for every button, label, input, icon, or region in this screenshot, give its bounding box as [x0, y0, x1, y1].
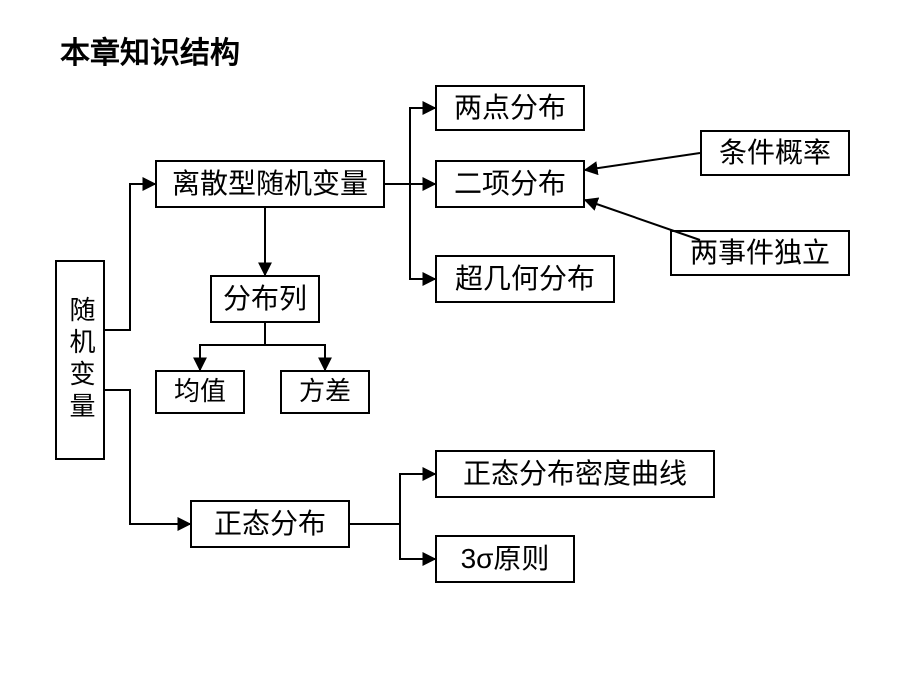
- node-normal: 正态分布: [190, 500, 350, 548]
- node-density: 正态分布密度曲线: [435, 450, 715, 498]
- node-hyper: 超几何分布: [435, 255, 615, 303]
- node-sigma: 3σ原则: [435, 535, 575, 583]
- node-discrete: 离散型随机变量: [155, 160, 385, 208]
- node-variance: 方差: [280, 370, 370, 414]
- node-indep: 两事件独立: [670, 230, 850, 276]
- node-mean: 均值: [155, 370, 245, 414]
- node-binomial: 二项分布: [435, 160, 585, 208]
- page-title: 本章知识结构: [60, 28, 240, 72]
- node-root: 随机变量: [55, 260, 105, 460]
- node-cond: 条件概率: [700, 130, 850, 176]
- node-twopoint: 两点分布: [435, 85, 585, 131]
- node-distlist: 分布列: [210, 275, 320, 323]
